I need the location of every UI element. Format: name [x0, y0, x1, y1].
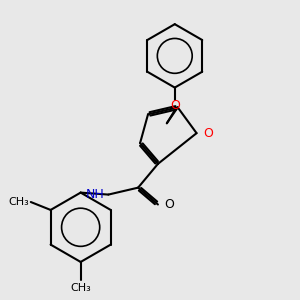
Text: CH₃: CH₃	[8, 197, 29, 207]
Text: NH: NH	[86, 188, 104, 201]
Text: O: O	[203, 127, 213, 140]
Text: CH₃: CH₃	[70, 283, 91, 293]
Text: O: O	[170, 99, 180, 112]
Text: O: O	[164, 198, 174, 211]
